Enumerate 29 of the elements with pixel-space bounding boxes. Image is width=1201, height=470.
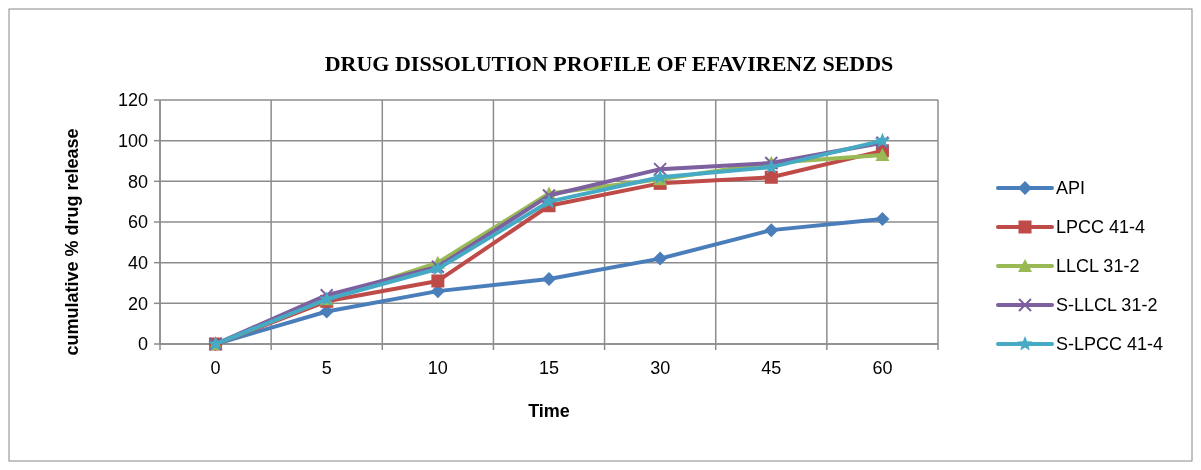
point <box>431 274 445 288</box>
legend-label: S-LPCC 41-4 <box>1056 334 1164 355</box>
x-tick-label: 10 <box>427 358 448 378</box>
x-tick-label: 45 <box>761 358 782 378</box>
y-axis-title: cumulative % drug release <box>62 128 82 356</box>
y-tick-label: 20 <box>127 293 148 314</box>
x-axis-title: Time <box>528 401 570 421</box>
y-tick-label: 120 <box>117 90 148 111</box>
legend-label: S-LLCL 31-2 <box>1056 295 1158 316</box>
point <box>764 170 778 184</box>
point <box>875 211 890 226</box>
y-tick-label: 80 <box>127 171 148 192</box>
x-tick-label: 5 <box>321 358 332 378</box>
y-tick-label: 60 <box>127 212 148 233</box>
y-tick-label: 100 <box>117 130 148 151</box>
x-tick-label: 15 <box>538 358 560 378</box>
x-tick-label: 30 <box>650 358 671 378</box>
x-tick-label: 0 <box>210 358 221 378</box>
point <box>764 223 779 238</box>
legend-label: LLCL 31-2 <box>1056 256 1140 277</box>
legend-label: LPCC 41-4 <box>1056 217 1146 238</box>
y-tick-label: 40 <box>127 252 148 273</box>
chart-title: DRUG DISSOLUTION PROFILE OF EFAVIRENZ SEDDS <box>324 51 894 76</box>
x-tick-label: 60 <box>872 358 893 378</box>
point <box>653 251 668 266</box>
y-tick-label: 0 <box>137 334 148 355</box>
point <box>542 271 556 286</box>
point <box>653 162 668 177</box>
legend-label: API <box>1056 178 1086 199</box>
